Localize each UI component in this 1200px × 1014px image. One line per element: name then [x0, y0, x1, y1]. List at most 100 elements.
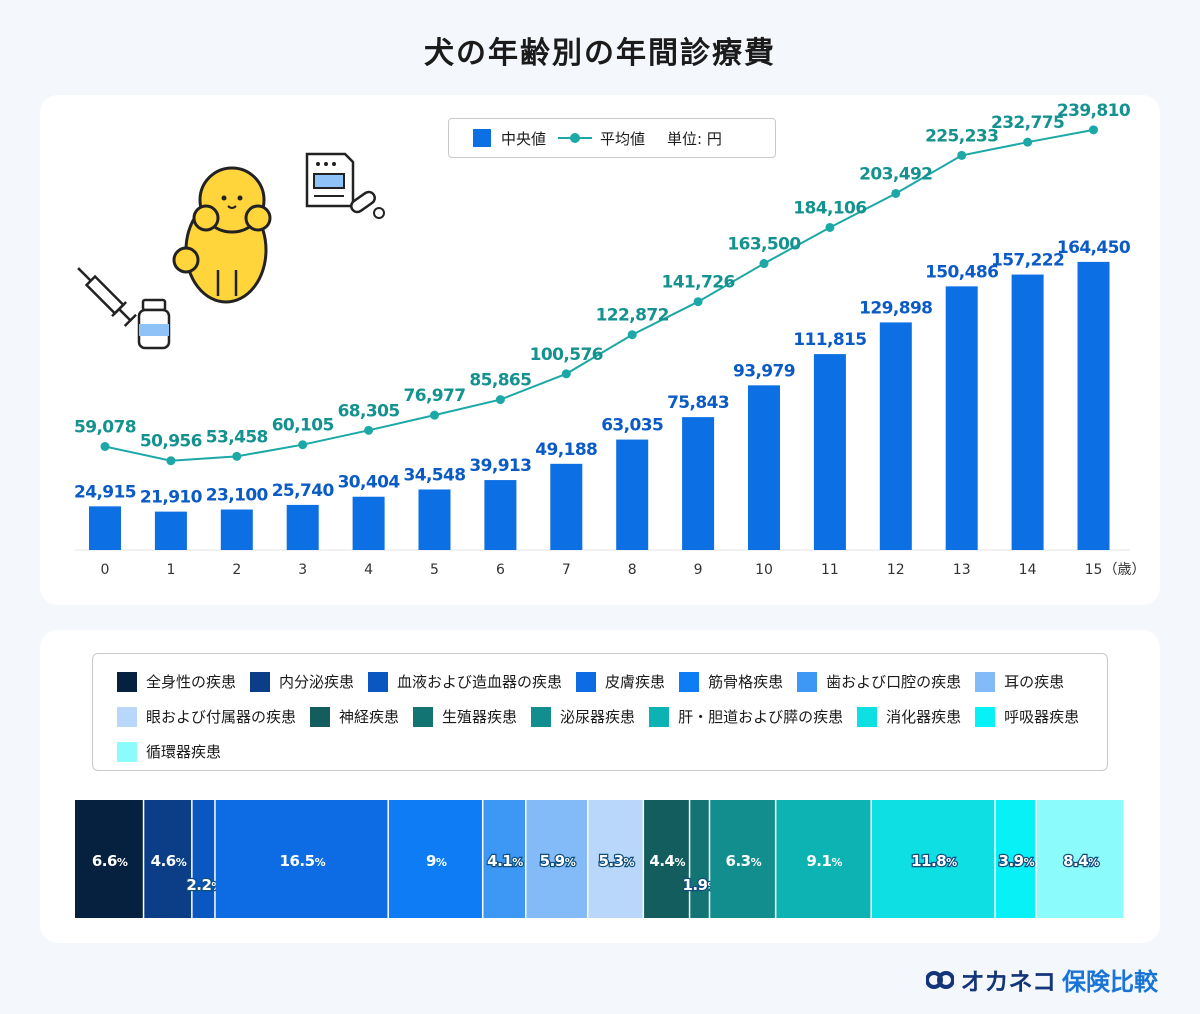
- median-bar: [550, 463, 583, 550]
- mean-value-label: 232,775: [991, 113, 1064, 133]
- x-tick-label: 13: [953, 562, 971, 578]
- x-tick-label: 6: [496, 562, 505, 578]
- mean-point: [232, 451, 242, 461]
- medicine-bottle-icon: [137, 298, 171, 350]
- disease-legend-item: 全身性の疾患: [117, 664, 236, 699]
- legend-label: 耳の疾患: [1004, 673, 1065, 691]
- disease-legend-item: 呼吸器疾患: [975, 699, 1079, 734]
- legend-swatch: [413, 706, 434, 727]
- disease-legend-item: 神経疾患: [310, 699, 399, 734]
- mean-value-label: 85,865: [469, 371, 531, 391]
- median-bar: [1077, 261, 1110, 550]
- x-tick-label: 11: [821, 562, 839, 578]
- median-bar: [286, 504, 319, 550]
- legend-label: 筋骨格疾患: [708, 673, 784, 691]
- dog-illustration: [172, 166, 272, 304]
- x-tick-label: 3: [298, 562, 307, 578]
- disease-legend-item: 循環器疾患: [117, 734, 221, 769]
- mean-value-label: 60,105: [272, 416, 334, 436]
- legend-label: 循環器疾患: [146, 743, 222, 761]
- legend-label: 肝・胆道および膵の疾患: [678, 708, 844, 726]
- legend-label: 消化器疾患: [886, 708, 962, 726]
- legend-swatch: [975, 671, 996, 692]
- mean-point: [495, 395, 505, 405]
- legend-swatch: [797, 671, 818, 692]
- mean-point: [1089, 125, 1098, 135]
- median-bar: [484, 480, 517, 550]
- x-tick-label: 9: [694, 562, 703, 578]
- median-swatch: [473, 129, 491, 147]
- legend-swatch: [857, 706, 878, 727]
- median-bar: [1011, 274, 1044, 550]
- disease-legend-item: 歯および口腔の疾患: [797, 664, 961, 699]
- mean-value-label: 76,977: [403, 386, 465, 406]
- mean-value-label: 50,956: [140, 432, 202, 452]
- unit-label: 単位: 円: [667, 129, 722, 148]
- median-value-label: 150,486: [925, 262, 998, 282]
- median-value-label: 129,898: [859, 298, 932, 318]
- median-bar: [813, 354, 846, 550]
- disease-legend-item: 筋骨格疾患: [679, 664, 783, 699]
- mean-line: [104, 128, 1094, 462]
- x-tick-label: 0: [101, 562, 110, 578]
- mean-value-label: 122,872: [596, 306, 669, 326]
- mean-point: [100, 441, 110, 451]
- mean-value-label: 163,500: [727, 235, 801, 255]
- median-value-label: 157,222: [991, 251, 1064, 271]
- legend-swatch: [117, 671, 137, 692]
- legend-label: 皮膚疾患: [605, 673, 666, 691]
- legend-label: 生殖器疾患: [442, 708, 518, 726]
- mean-point: [825, 222, 835, 232]
- disease-legend-item: 生殖器疾患: [413, 699, 517, 734]
- mean-point: [1023, 137, 1033, 147]
- disease-legend-item: 内分泌疾患: [250, 664, 354, 699]
- logo-icon: [926, 970, 955, 989]
- document-icon: [305, 152, 355, 208]
- x-tick-label: 5: [430, 562, 439, 578]
- x-tick-label: 4: [364, 562, 373, 578]
- median-value-label: 21,910: [140, 488, 203, 508]
- median-legend-label: 中央値: [501, 129, 547, 148]
- median-value-label: 164,450: [1057, 238, 1131, 258]
- median-value-label: 25,740: [272, 481, 335, 501]
- mean-value-label: 203,492: [859, 164, 932, 184]
- median-value-label: 34,548: [403, 465, 465, 485]
- legend-label: 血液および造血器の疾患: [397, 673, 563, 691]
- disease-legend-item: 泌尿器疾患: [531, 699, 635, 734]
- disease-legend: 全身性の疾患 内分泌疾患 血液および造血器の疾患 皮膚疾患 筋骨格疾患 歯および口腔の疾患…: [92, 653, 1108, 771]
- mean-value-label: 59,078: [74, 417, 136, 437]
- median-bar: [879, 322, 912, 550]
- legend-label: 眼および付属器の疾患: [146, 708, 297, 726]
- legend-swatch: [649, 706, 670, 727]
- median-bar: [945, 286, 978, 550]
- legend-swatch: [531, 706, 552, 727]
- median-bar: [616, 439, 649, 550]
- brand-name: オカネコ: [960, 968, 1056, 996]
- mean-point: [957, 150, 967, 160]
- median-value-label: 24,915: [74, 482, 136, 502]
- x-axis-unit: （歳）: [1104, 562, 1146, 578]
- x-tick-label: 8: [628, 562, 637, 578]
- legend-label: 神経疾患: [339, 708, 400, 726]
- legend-swatch: [975, 706, 996, 727]
- mean-legend-label: 平均値: [600, 129, 646, 148]
- legend-label: 全身性の疾患: [146, 673, 237, 691]
- mean-value-label: 141,726: [661, 273, 734, 293]
- legend-swatch: [310, 706, 331, 727]
- mean-value-label: 239,810: [1057, 101, 1131, 121]
- x-tick-label: 2: [232, 562, 241, 578]
- disease-legend-item: 眼および付属器の疾患: [117, 699, 296, 734]
- x-tick-label: 12: [887, 562, 905, 578]
- legend-label: 歯および口腔の疾患: [826, 673, 962, 691]
- median-value-label: 75,843: [667, 393, 729, 413]
- median-bar: [89, 506, 121, 550]
- median-bar: [418, 489, 451, 550]
- median-bar: [220, 509, 253, 550]
- mean-point: [759, 259, 769, 269]
- mean-point: [430, 410, 439, 420]
- median-value-label: 39,913: [469, 456, 531, 476]
- mean-point: [627, 330, 637, 340]
- median-bar: [154, 511, 187, 550]
- median-value-label: 111,815: [793, 330, 866, 350]
- brand-suffix: 保険比較: [1062, 968, 1158, 996]
